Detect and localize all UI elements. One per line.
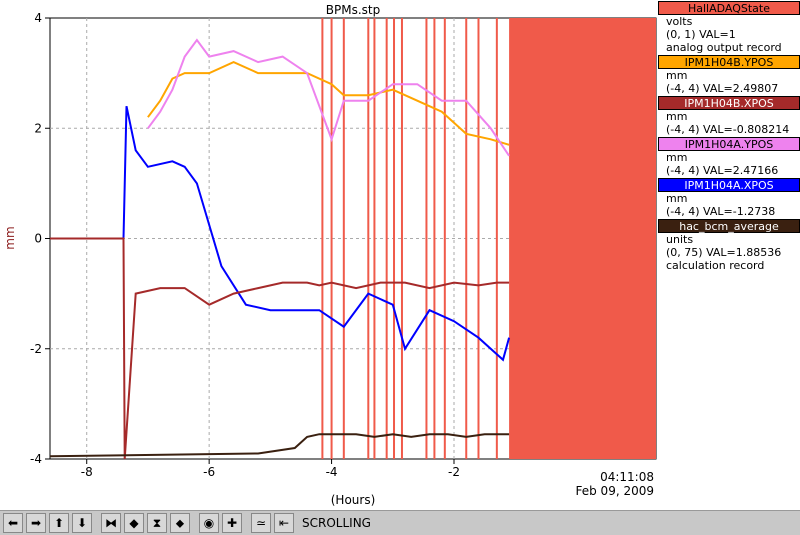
legend-swatch: hac_bcm_average bbox=[658, 219, 800, 233]
daq-state-block bbox=[509, 18, 656, 459]
y-tick-label: 2 bbox=[34, 121, 42, 135]
toolbar: ⬅ ➡ ⬆ ⬇ ⧓ ◆ ⧗ ⬥ ◉ ✚ ≃ ⇤ SCROLLING bbox=[0, 510, 800, 535]
zoom-out-x-button[interactable]: ◆ bbox=[124, 513, 144, 533]
arrow-left-button[interactable]: ⬅ bbox=[3, 513, 23, 533]
legend-range: (0, 75) VAL=1.88536 bbox=[666, 246, 782, 259]
zoom-out-y-icon: ⬥ bbox=[175, 516, 185, 530]
legend-range: (0, 1) VAL=1 bbox=[666, 28, 736, 41]
series-line-ipm1h04a-ypos bbox=[147, 38, 510, 157]
legend-range: (-4, 4) VAL=2.49807 bbox=[666, 82, 779, 95]
legend-swatch: IPM1H04B.XPOS bbox=[658, 96, 800, 110]
legend-unit: mm bbox=[666, 69, 688, 82]
series-line-hac-bcm-average bbox=[49, 433, 510, 458]
legend: HallADAQState volts (0, 1) VAL=1 analog out… bbox=[658, 0, 800, 272]
arrow-down-icon: ⬇ bbox=[76, 516, 88, 530]
legend-range: (-4, 4) VAL=-0.808214 bbox=[666, 123, 790, 136]
zoom-out-x-icon: ◆ bbox=[129, 516, 139, 530]
toolbar-separator bbox=[190, 513, 196, 533]
legend-extra: calculation record bbox=[666, 259, 765, 272]
status-label: SCROLLING bbox=[302, 516, 371, 530]
add-icon: ✚ bbox=[226, 516, 238, 530]
legend-unit: mm bbox=[666, 110, 688, 123]
zoom-in-x-icon: ⧓ bbox=[105, 516, 117, 530]
x-tick-label: -4 bbox=[326, 465, 338, 479]
arrow-left-icon: ⬅ bbox=[7, 516, 19, 530]
legend-swatch: IPM1H04B.YPOS bbox=[658, 55, 800, 69]
y-tick-label: -4 bbox=[30, 452, 42, 466]
legend-swatch: HallADAQState bbox=[658, 1, 800, 15]
autoscale-icon: ≃ bbox=[255, 516, 267, 530]
x-tick-label: -2 bbox=[448, 465, 460, 479]
arrow-right-button[interactable]: ➡ bbox=[26, 513, 46, 533]
series-line-ipm1h04b-ypos bbox=[147, 61, 510, 146]
legend-range: (-4, 4) VAL=2.47166 bbox=[666, 164, 779, 177]
legend-unit: volts bbox=[666, 15, 693, 28]
zoom-in-y-icon: ⧗ bbox=[152, 516, 162, 530]
plot-area[interactable]: -8 -6 -4 -2 4 2 0 -2 -4 BPMs.stp mm (Hours) 04:1… bbox=[0, 0, 800, 510]
zoom-out-y-button[interactable]: ⬥ bbox=[170, 513, 190, 533]
reset-button[interactable]: ◉ bbox=[199, 513, 219, 533]
toolbar-buttons: ⬅ ➡ ⬆ ⬇ ⧓ ◆ ⧗ ⬥ ◉ ✚ ≃ ⇤ bbox=[0, 513, 294, 533]
series-line-ipm1h04b-xpos bbox=[50, 237, 510, 460]
reset-icon: ◉ bbox=[203, 516, 215, 530]
x-axis-label: (Hours) bbox=[331, 493, 376, 507]
y-axis-label: mm bbox=[3, 226, 17, 249]
legend-unit: units bbox=[666, 233, 694, 246]
series-lines bbox=[49, 38, 511, 460]
daq-state-series bbox=[321, 18, 656, 459]
legend-range: (-4, 4) VAL=-1.2738 bbox=[666, 205, 776, 218]
legend-unit: mm bbox=[666, 192, 688, 205]
arrow-right-icon: ➡ bbox=[30, 516, 42, 530]
timestamp: 04:11:08 bbox=[600, 470, 654, 484]
toolbar-separator bbox=[92, 513, 98, 533]
arrow-up-button[interactable]: ⬆ bbox=[49, 513, 69, 533]
axes: -8 -6 -4 -2 4 2 0 -2 -4 bbox=[30, 11, 460, 479]
legend-unit: mm bbox=[666, 151, 688, 164]
date: Feb 09, 2009 bbox=[576, 484, 655, 498]
zoom-in-x-button[interactable]: ⧓ bbox=[101, 513, 121, 533]
scroll-button[interactable]: ⇤ bbox=[274, 513, 294, 533]
series-line-ipm1h04a-xpos bbox=[50, 105, 511, 362]
arrow-up-icon: ⬆ bbox=[53, 516, 65, 530]
autoscale-button[interactable]: ≃ bbox=[251, 513, 271, 533]
x-tick-label: -6 bbox=[203, 465, 215, 479]
zoom-in-y-button[interactable]: ⧗ bbox=[147, 513, 167, 533]
add-button[interactable]: ✚ bbox=[222, 513, 242, 533]
scroll-icon: ⇤ bbox=[278, 516, 290, 530]
x-tick-label: -8 bbox=[81, 465, 93, 479]
y-tick-label: 0 bbox=[34, 232, 42, 246]
arrow-down-button[interactable]: ⬇ bbox=[72, 513, 92, 533]
legend-swatch: IPM1H04A.XPOS bbox=[658, 178, 800, 192]
toolbar-separator bbox=[242, 513, 248, 533]
y-tick-label: 4 bbox=[34, 11, 42, 25]
chart-title: BPMs.stp bbox=[326, 3, 380, 17]
legend-swatch: IPM1H04A.YPOS bbox=[658, 137, 800, 151]
y-tick-label: -2 bbox=[30, 342, 42, 356]
legend-extra: analog output record bbox=[666, 41, 782, 54]
